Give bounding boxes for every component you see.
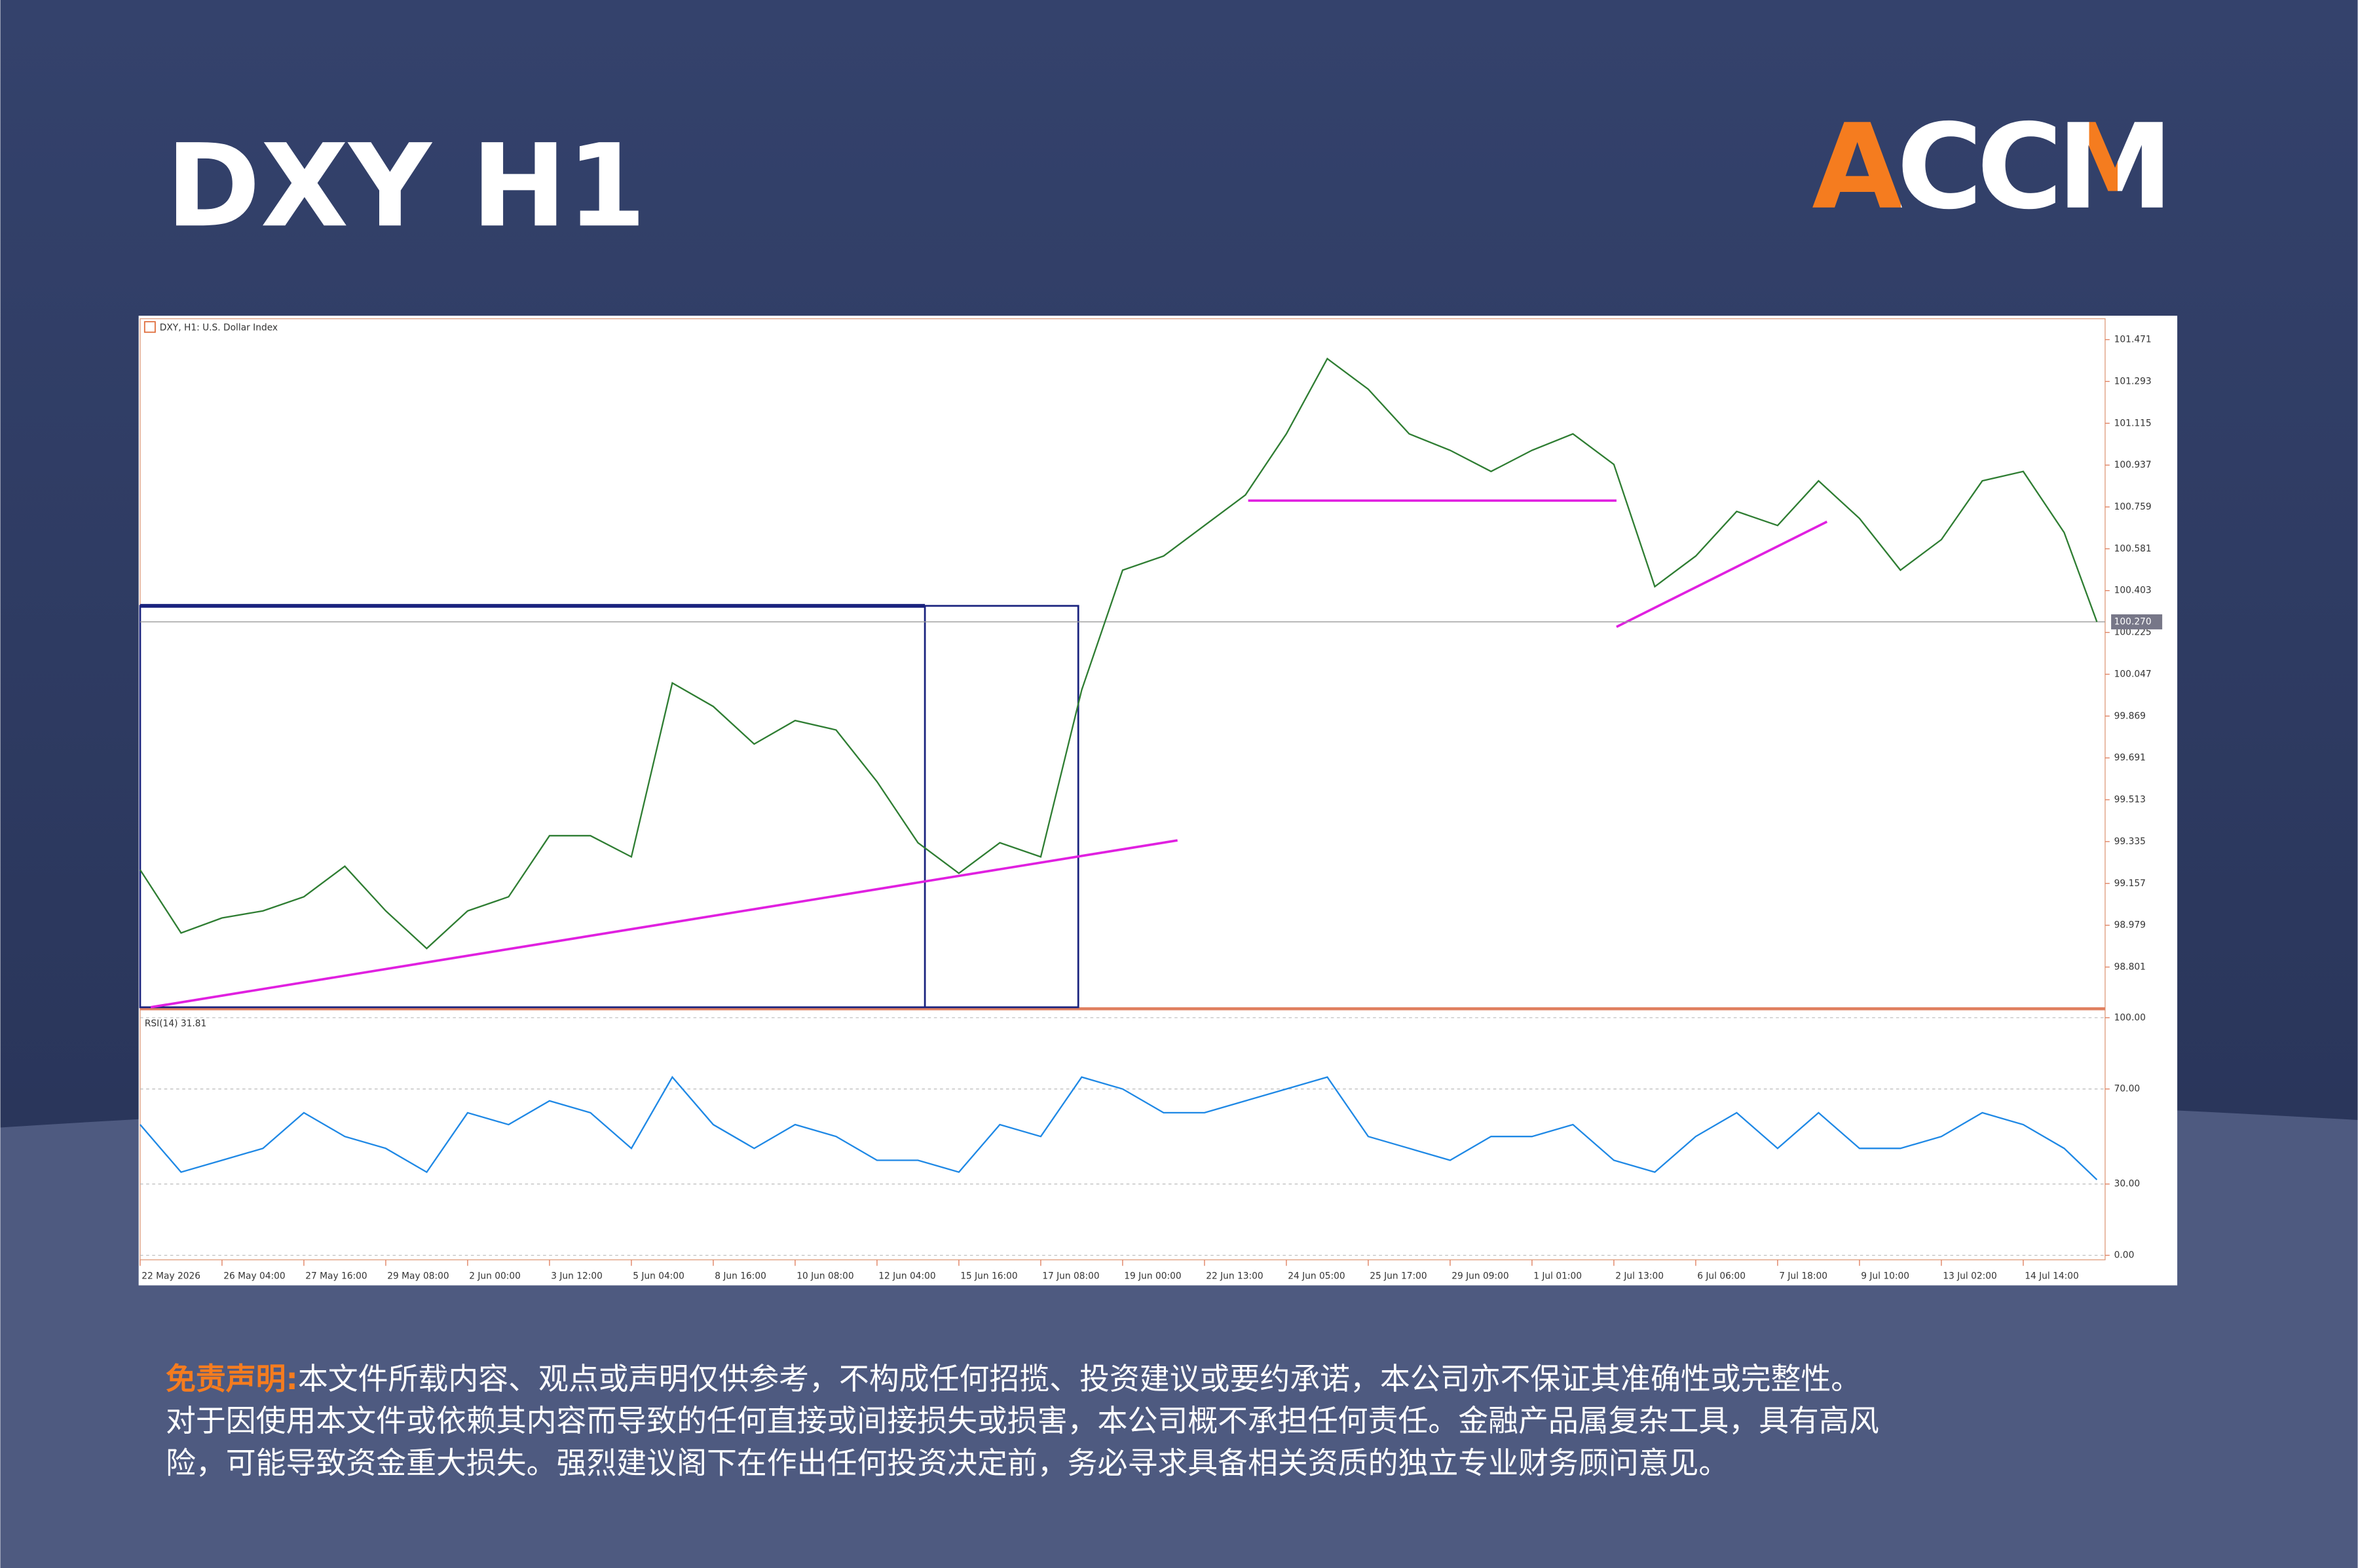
disclaimer-text: 本文件所载内容、观点或声明仅供参考，不构成任何招揽、投资建议或要约承诺，本公司亦… — [298, 1361, 1861, 1396]
x-tick-label: 6 Jul 06:00 — [1697, 1271, 1746, 1282]
current-price-box — [2111, 614, 2163, 629]
x-tick-label: 7 Jul 18:00 — [1779, 1271, 1827, 1282]
x-tick-label: 14 Jul 14:00 — [2025, 1271, 2079, 1282]
x-tick-label: 8 Jun 16:00 — [715, 1271, 766, 1282]
y-tick-label: 70.00 — [2114, 1084, 2140, 1094]
x-tick-label: 22 Jun 13:00 — [1206, 1271, 1263, 1282]
x-tick-label: 27 May 16:00 — [305, 1271, 367, 1282]
x-tick-label: 29 May 08:00 — [387, 1271, 449, 1282]
x-tick-label: 2 Jun 00:00 — [469, 1271, 521, 1282]
y-tick-label: 99.335 — [2114, 836, 2146, 847]
x-tick-label: 29 Jun 09:00 — [1451, 1271, 1508, 1282]
x-tick-label: 13 Jul 02:00 — [1943, 1271, 1997, 1282]
y-tick-label: 99.157 — [2114, 878, 2146, 889]
disclaimer-text: 险，可能导致资金重大损失。强烈建议阁下在作出任何投资决定前，务必寻求具备相关资质… — [166, 1445, 1729, 1480]
drawings — [139, 499, 1828, 1009]
y-tick-label: 100.225 — [2114, 627, 2152, 638]
y-tick-label: 30.00 — [2114, 1179, 2140, 1189]
y-tick-label: 100.047 — [2114, 669, 2152, 679]
y-tick-label: 99.691 — [2114, 753, 2146, 763]
rsi-title: RSI(14) 31.81 — [145, 1018, 206, 1029]
y-tick-label: 98.979 — [2114, 920, 2146, 931]
disclaimer-label: 免责声明: — [166, 1361, 298, 1396]
range-box — [139, 605, 1079, 1009]
x-tick-label: 10 Jun 08:00 — [796, 1271, 853, 1282]
y-tick-label: 100.937 — [2114, 460, 2152, 470]
y-tick-label: 101.115 — [2114, 418, 2152, 428]
chart-icon — [143, 321, 156, 333]
x-tick-label: 19 Jun 00:00 — [1124, 1271, 1181, 1282]
current-price-label: 100.270 — [2114, 616, 2152, 627]
x-tick-label: 15 Jun 16:00 — [960, 1271, 1017, 1282]
x-tick-label: 5 Jun 04:00 — [633, 1271, 684, 1282]
x-tick-label: 22 May 2026 — [141, 1271, 200, 1282]
x-tick-label: 2 Jul 13:00 — [1615, 1271, 1664, 1282]
x-tick-label: 25 Jun 17:00 — [1370, 1271, 1427, 1282]
y-tick-label: 101.293 — [2114, 376, 2152, 386]
x-tick-label: 3 Jun 12:00 — [551, 1271, 603, 1282]
page-title: DXY H1 — [166, 120, 646, 253]
trend-line — [1616, 520, 1828, 628]
y-tick-label: 100.759 — [2114, 502, 2152, 512]
y-tick-label: 100.00 — [2114, 1013, 2146, 1023]
x-tick-label: 1 Jul 01:00 — [1533, 1271, 1582, 1282]
chart-panel — [138, 316, 2178, 1286]
x-tick-label: 24 Jun 05:00 — [1288, 1271, 1345, 1282]
x-tick-label: 26 May 04:00 — [223, 1271, 285, 1282]
series-line — [140, 1075, 2098, 1181]
y-tick-label: 99.513 — [2114, 794, 2146, 805]
y-tick-label: 99.869 — [2114, 711, 2146, 721]
series-line — [139, 357, 2098, 950]
x-tick-label: 17 Jun 08:00 — [1042, 1271, 1099, 1282]
y-tick-label: 101.471 — [2114, 335, 2152, 345]
logo: ACCM — [1812, 100, 2167, 236]
chart-title: DXY, H1: U.S. Dollar Index — [160, 322, 278, 333]
x-tick-label: 9 Jul 10:00 — [1861, 1271, 1909, 1282]
disclaimer-text: 对于因使用本文件或依赖其内容而导致的任何直接或间接损失或损害，本公司概不承担任何… — [166, 1403, 1879, 1438]
disclaimer-line: 免责声明:本文件所载内容、观点或声明仅供参考，不构成任何招揽、投资建议或要约承诺… — [166, 1361, 1861, 1396]
y-tick-label: 0.00 — [2114, 1250, 2135, 1261]
y-tick-label: 98.801 — [2114, 961, 2146, 972]
y-tick-label: 100.581 — [2114, 544, 2152, 554]
y-tick-label: 100.403 — [2114, 586, 2152, 596]
trend-line — [150, 839, 1178, 1009]
x-tick-label: 12 Jun 04:00 — [878, 1271, 935, 1282]
